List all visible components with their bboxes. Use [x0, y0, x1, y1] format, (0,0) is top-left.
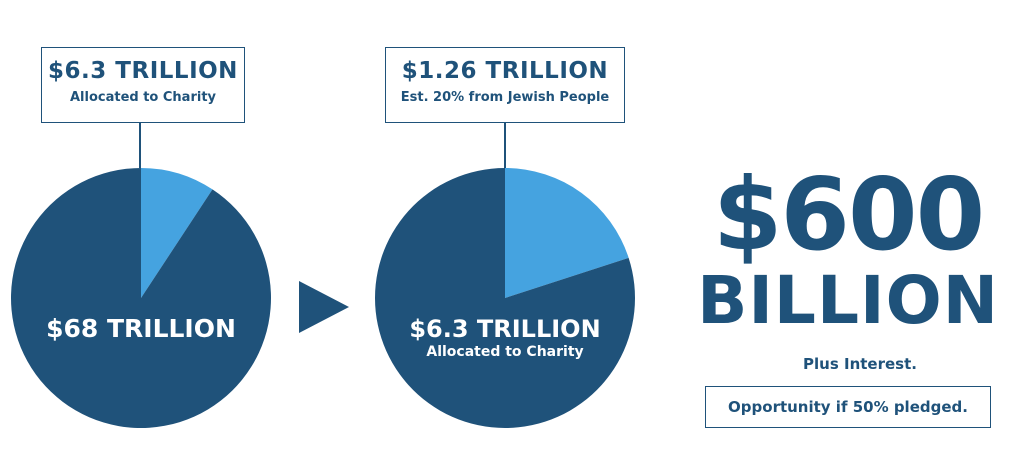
callout-description: Allocated to Charity: [69, 90, 217, 105]
pie-charity-label: $6.3 TRILLION Allocated to Charity: [375, 315, 635, 361]
pie-slice-highlight: [141, 168, 213, 298]
pie-slice-remainder: [10, 168, 271, 429]
pie-total-amount: $68 TRILLION: [46, 314, 236, 343]
callout-amount: $6.3 TRILLION: [48, 58, 238, 84]
result-unit: BILLION: [697, 262, 999, 339]
pie-charity-amount: $6.3 TRILLION: [409, 315, 601, 343]
pie-charity-sublabel: Allocated to Charity: [426, 344, 584, 360]
callout-description: Est. 20% from Jewish People: [400, 90, 610, 105]
callout-amount: $1.26 TRILLION: [401, 58, 609, 84]
callout-charity-allocation: $6.3 TRILLION Allocated to Charity: [41, 47, 245, 123]
pie-slice-highlight: [505, 168, 629, 298]
result-note: Plus Interest.: [803, 355, 917, 373]
result-amount: $600: [712, 156, 985, 273]
pie-total-label: $68 TRILLION: [11, 314, 271, 343]
pie-chart-total-wealth: [10, 168, 271, 429]
opportunity-text: Opportunity if 50% pledged.: [728, 398, 968, 416]
arrow-right-icon: [299, 281, 349, 333]
pie-slice-remainder: [375, 168, 635, 429]
callout-jewish-share: $1.26 TRILLION Est. 20% from Jewish Peop…: [385, 47, 625, 123]
opportunity-box: Opportunity if 50% pledged.: [705, 386, 991, 428]
pie-chart-charity-allocation: [375, 168, 635, 429]
